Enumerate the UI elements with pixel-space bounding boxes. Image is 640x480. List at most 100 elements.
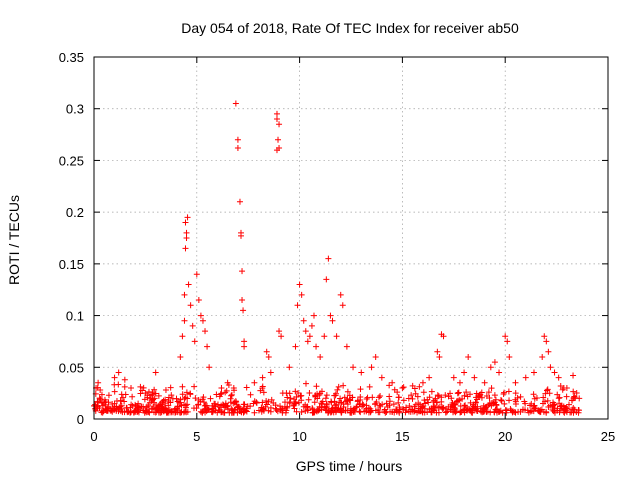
band-marker <box>379 401 386 408</box>
band-marker <box>415 405 422 412</box>
data-point <box>267 369 274 376</box>
band-marker <box>111 388 118 395</box>
band-marker <box>406 402 413 409</box>
band-marker <box>192 395 199 402</box>
band-marker <box>127 409 134 416</box>
band-marker <box>167 399 174 406</box>
band-marker <box>306 390 313 397</box>
band-marker <box>503 407 510 414</box>
data-point <box>350 364 357 371</box>
band-marker <box>338 399 345 406</box>
data-point <box>239 297 246 304</box>
data-point <box>275 136 282 143</box>
data-point <box>530 369 537 376</box>
band-marker <box>375 409 382 416</box>
data-point <box>547 364 554 371</box>
band-marker <box>268 396 275 403</box>
band-marker <box>407 406 414 413</box>
band-marker <box>442 392 449 399</box>
data-point <box>487 364 494 371</box>
band-marker <box>377 393 384 400</box>
data-point <box>512 379 519 386</box>
band-marker <box>536 407 543 414</box>
data-point <box>263 348 270 355</box>
band-marker <box>447 406 454 413</box>
band-marker <box>140 384 147 391</box>
band-marker <box>457 408 464 415</box>
band-marker <box>168 392 175 399</box>
band-marker <box>318 400 325 407</box>
data-point <box>240 307 247 314</box>
band-marker <box>559 386 566 393</box>
band-marker <box>220 402 227 409</box>
band-marker <box>229 407 236 414</box>
band-marker <box>467 391 474 398</box>
data-point <box>310 312 317 319</box>
band-marker <box>382 409 389 416</box>
data-point <box>273 110 280 117</box>
data-point <box>496 369 503 376</box>
grid-lines <box>94 57 608 419</box>
band-marker <box>298 408 305 415</box>
data-point <box>182 219 189 226</box>
band-marker <box>281 399 288 406</box>
data-point <box>191 338 198 345</box>
plot-frame <box>93 56 609 420</box>
band-marker <box>505 388 512 395</box>
x-axis-ticks: 0 5 10 15 20 25 <box>90 57 615 444</box>
band-marker <box>286 390 293 397</box>
band-marker <box>219 409 226 416</box>
data-point <box>317 353 324 360</box>
data-point <box>541 333 548 340</box>
band-marker <box>335 383 342 390</box>
band-marker <box>498 397 505 404</box>
band-marker <box>323 404 330 411</box>
band-marker <box>102 398 109 405</box>
band-marker <box>309 405 316 412</box>
band-marker <box>184 401 191 408</box>
band-marker <box>496 408 503 415</box>
data-point <box>218 384 225 391</box>
data-point <box>230 384 237 391</box>
band-marker <box>292 388 299 395</box>
band-marker <box>218 408 225 415</box>
band-marker <box>454 398 461 405</box>
band-marker <box>421 405 428 412</box>
band-marker <box>363 395 370 402</box>
band-marker <box>228 391 235 398</box>
data-point <box>343 343 350 350</box>
band-marker <box>293 394 300 401</box>
band-marker <box>199 396 206 403</box>
band-marker <box>347 397 354 404</box>
data-point <box>461 369 468 376</box>
band-marker <box>316 406 323 413</box>
band-marker <box>191 383 198 390</box>
band-marker <box>366 383 373 390</box>
band-marker <box>211 400 218 407</box>
band-marker <box>421 397 428 404</box>
data-point <box>302 328 309 335</box>
band-marker <box>291 405 298 412</box>
band-marker <box>400 406 407 413</box>
band-marker <box>558 402 565 409</box>
data-point <box>372 353 379 360</box>
band-marker <box>375 394 382 401</box>
data-point <box>545 348 552 355</box>
band-marker <box>502 407 509 414</box>
data-point <box>197 312 204 319</box>
band-marker <box>302 408 309 415</box>
band-marker <box>300 403 307 410</box>
band-marker <box>557 382 564 389</box>
band-marker <box>489 399 496 406</box>
data-point <box>502 333 509 340</box>
y-tick-label: 0.35 <box>59 50 84 65</box>
data-point <box>333 333 340 340</box>
band-marker <box>455 389 462 396</box>
band-marker <box>193 405 200 412</box>
data-point <box>202 328 209 335</box>
data-point <box>183 235 190 241</box>
band-marker <box>485 389 492 396</box>
data-point <box>323 276 330 283</box>
band-marker <box>272 402 279 409</box>
band-marker <box>194 401 201 408</box>
